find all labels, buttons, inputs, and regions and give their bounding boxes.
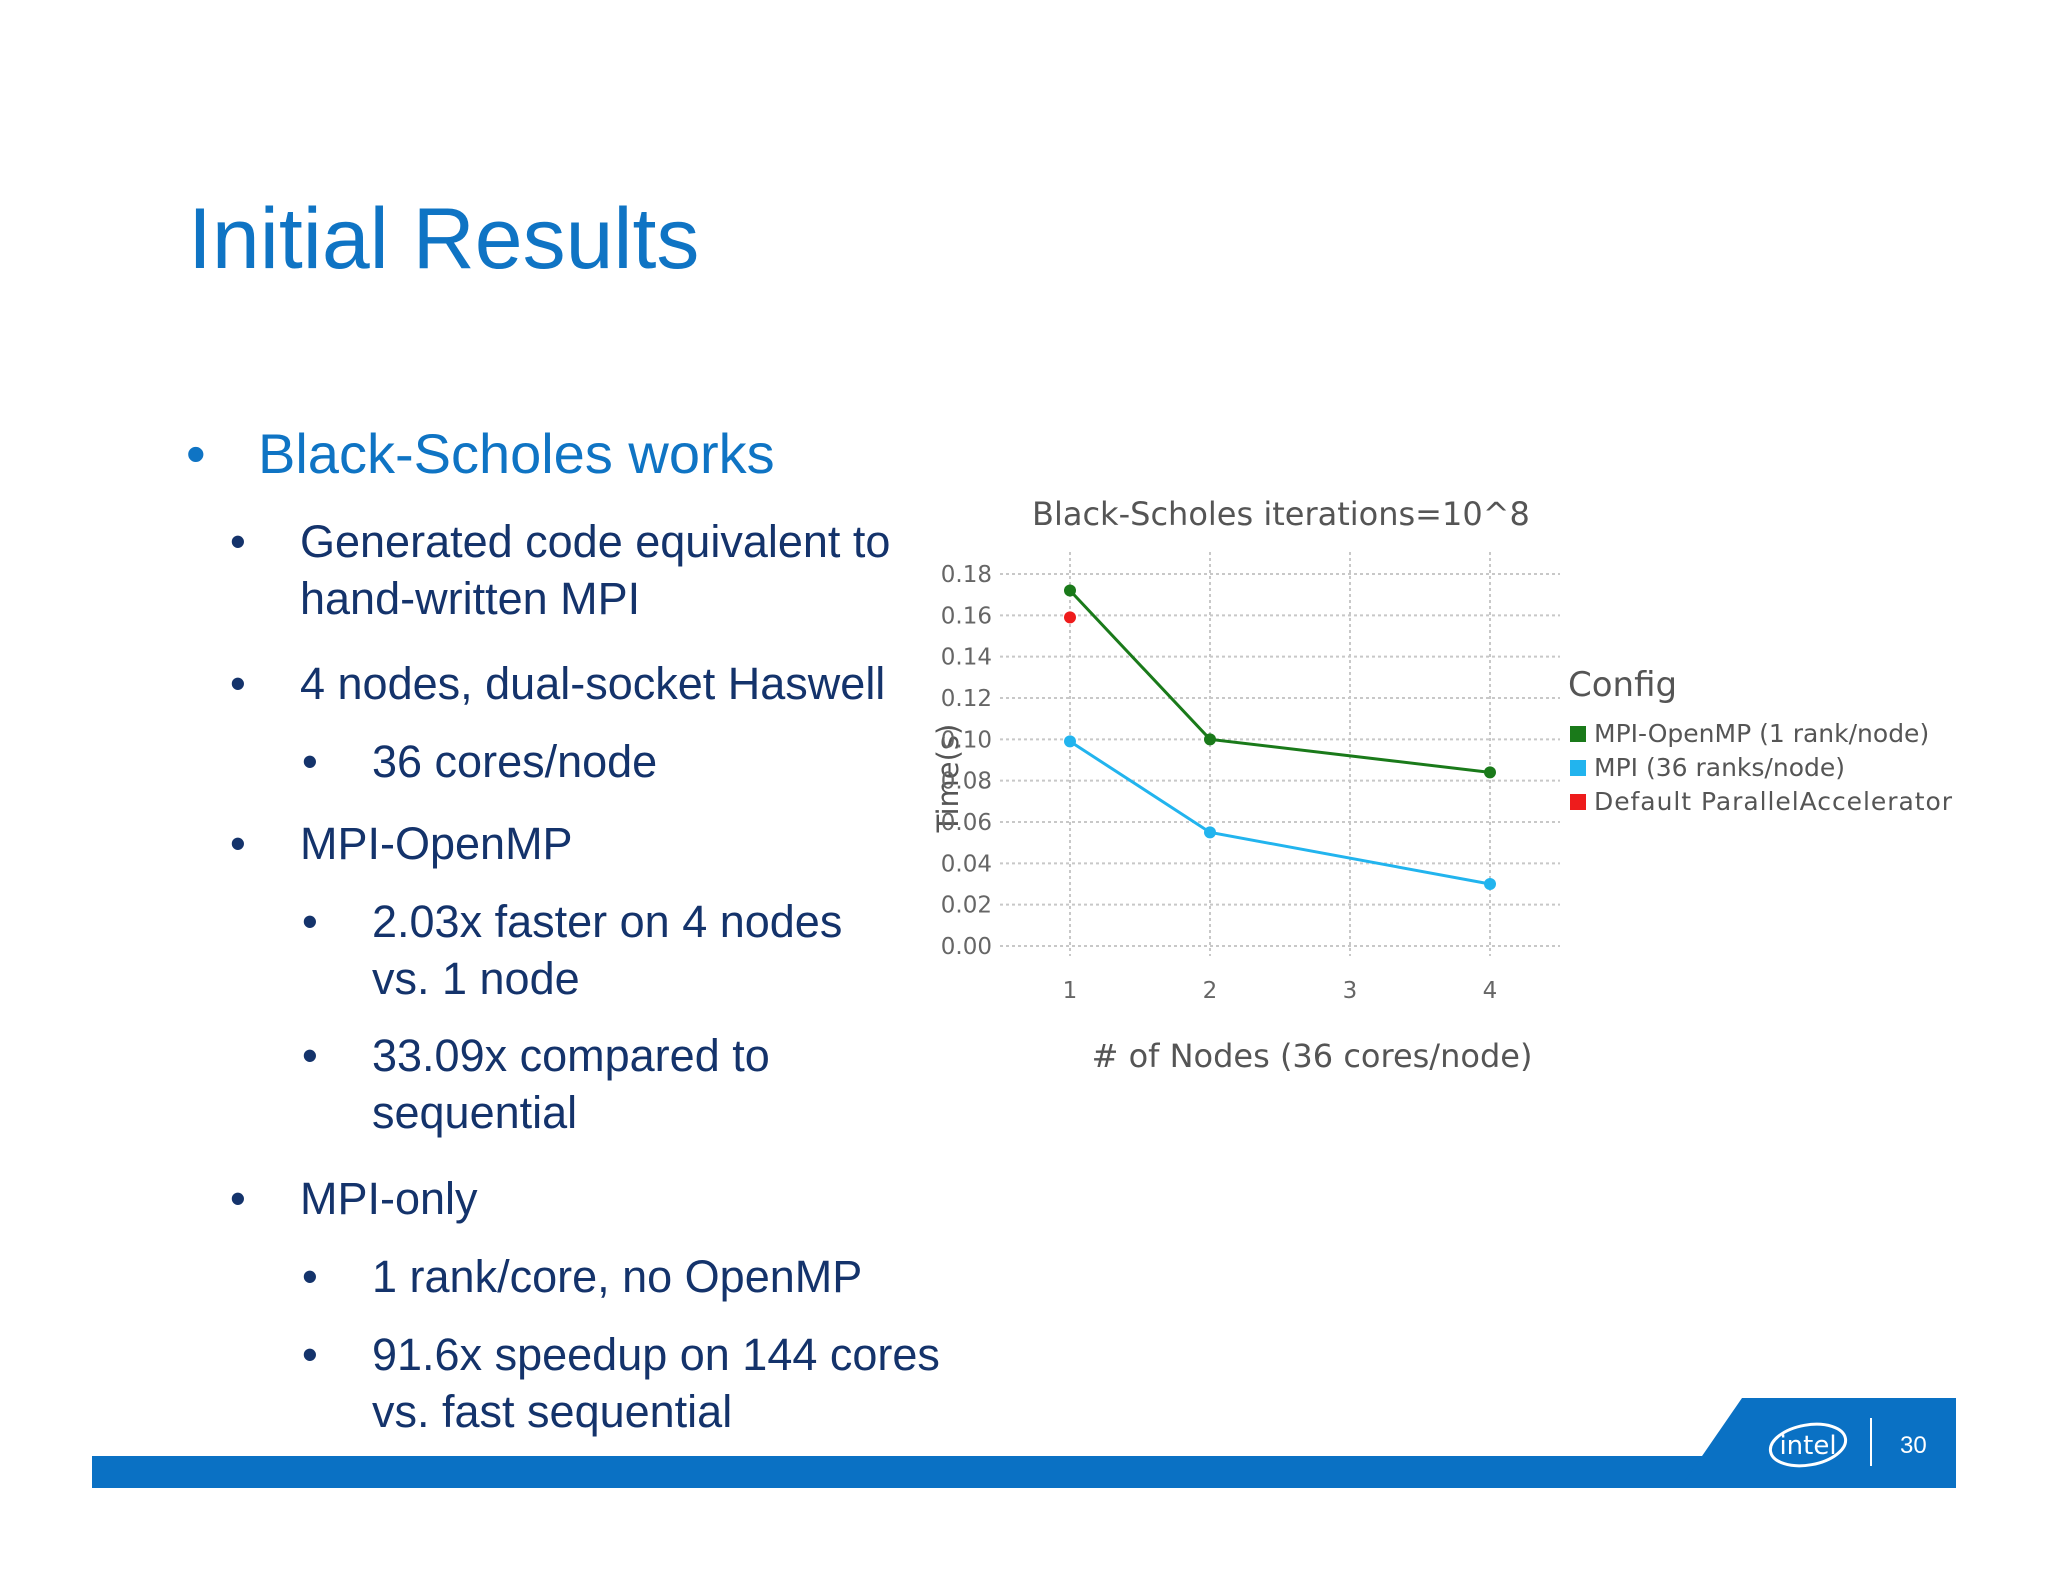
bullet-level3: • 2.03x faster on 4 nodes — [302, 893, 843, 950]
y-tick-label: 0.02 — [941, 893, 992, 919]
y-tick-label: 0.14 — [941, 645, 992, 671]
bullet-text: vs. 1 node — [372, 953, 580, 1004]
y-tick-label: 0.00 — [941, 934, 992, 960]
footer-bar — [92, 1456, 1956, 1488]
bullet-text: 91.6x speedup on 144 cores — [372, 1329, 940, 1380]
bullet-level3: • 33.09x compared to — [302, 1027, 770, 1084]
bullet-text: MPI-OpenMP — [300, 818, 573, 869]
x-tick-label: 2 — [1203, 978, 1218, 1004]
chart: Black-Scholes iterations=10^8 Time(s) # … — [900, 480, 1960, 1120]
data-point — [1484, 766, 1496, 779]
bullet-text: 2.03x faster on 4 nodes — [372, 896, 843, 947]
bullet-text: MPI-only — [300, 1173, 478, 1224]
bullet-dot: • — [302, 1030, 318, 1081]
bullet-dot: • — [302, 896, 318, 947]
bullet-dot: • — [302, 736, 318, 787]
bullet-level3: • 36 cores/node — [302, 733, 658, 790]
data-point — [1064, 584, 1076, 597]
y-tick-label: 0.16 — [941, 603, 992, 629]
bullet-level3: vs. fast sequential — [372, 1383, 732, 1440]
intel-logo-text: intel — [1779, 1431, 1836, 1461]
bullet-level3: sequential — [372, 1084, 577, 1141]
series-line — [1068, 589, 1491, 774]
bullet-text: sequential — [372, 1087, 578, 1138]
y-tick-label: 0.18 — [941, 562, 992, 588]
bullet-text: 33.09x compared to — [372, 1030, 770, 1081]
chart-x-axis-label: # of Nodes (36 cores/node) — [1092, 1037, 1533, 1075]
bullet-text: Generated code equivalent to — [300, 516, 891, 567]
bullet-level2: • 4 nodes, dual-socket Haswell — [230, 655, 886, 712]
bullet-text: 36 cores/node — [372, 736, 658, 787]
bullet-level3: • 91.6x speedup on 144 cores — [302, 1326, 940, 1383]
data-point — [1064, 611, 1076, 624]
x-tick-label: 1 — [1063, 978, 1078, 1004]
legend-swatch — [1570, 760, 1586, 776]
chart-title: Black-Scholes iterations=10^8 — [1032, 495, 1530, 533]
bullet-dot: • — [230, 516, 246, 567]
legend-label: MPI (36 ranks/node) — [1594, 753, 1845, 782]
y-tick-label: 0.12 — [941, 686, 992, 712]
footer-divider — [1870, 1418, 1872, 1466]
data-point — [1064, 735, 1076, 748]
legend-title: Config — [1568, 665, 1677, 705]
bullet-text: 4 nodes, dual-socket Haswell — [300, 658, 886, 709]
legend-label: Default ParallelAccelerator — [1594, 787, 1953, 816]
bullet-list: • Black-Scholes works • Generated code equi… — [0, 0, 1000, 1450]
legend-swatch — [1570, 794, 1586, 810]
x-tick-label: 4 — [1483, 978, 1498, 1004]
bullet-dot: • — [302, 1251, 318, 1302]
bullet-level1: • Black-Scholes works — [186, 422, 775, 485]
chart-y-axis-label: Time(s) — [931, 724, 965, 834]
slide-title: Initial Results — [188, 191, 700, 287]
data-point — [1204, 733, 1216, 746]
page-number: 30 — [1900, 1432, 1927, 1459]
bullet-level2: • Generated code equivalent to — [230, 513, 891, 570]
bullet-dot: • — [230, 1173, 246, 1224]
bullet-text: 1 rank/core, no OpenMP — [372, 1251, 863, 1302]
bullet-dot: • — [230, 818, 246, 869]
bullet-level2: • MPI-only — [230, 1170, 478, 1227]
data-point — [1484, 878, 1496, 890]
bullet-text: vs. fast sequential — [372, 1386, 733, 1437]
bullet-text: Black-Scholes works — [258, 422, 775, 485]
black-scholes-chart: Black-Scholes iterations=10^8 Time(s) # … — [931, 495, 1953, 1075]
y-tick-label: 0.04 — [941, 851, 992, 877]
bullet-level3: • 1 rank/core, no OpenMP — [302, 1248, 863, 1305]
bullet-level2: • MPI-OpenMP — [230, 815, 573, 872]
bullet-text: hand-written MPI — [300, 573, 641, 624]
y-tick-label: 0.06 — [941, 810, 992, 836]
y-tick-label: 0.08 — [941, 769, 992, 795]
bullet-level2: hand-written MPI — [300, 570, 640, 627]
bullet-dot: • — [186, 422, 206, 485]
bullet-level3: vs. 1 node — [372, 950, 580, 1007]
legend-swatch — [1570, 726, 1586, 742]
y-tick-label: 0.10 — [941, 727, 992, 753]
legend-label: MPI-OpenMP (1 rank/node) — [1594, 719, 1929, 748]
intel-logo-icon: intel — [1768, 1422, 1848, 1468]
data-point — [1204, 826, 1216, 839]
bullet-dot: • — [230, 658, 246, 709]
x-tick-label: 3 — [1343, 978, 1358, 1004]
bullet-dot: • — [302, 1329, 318, 1380]
